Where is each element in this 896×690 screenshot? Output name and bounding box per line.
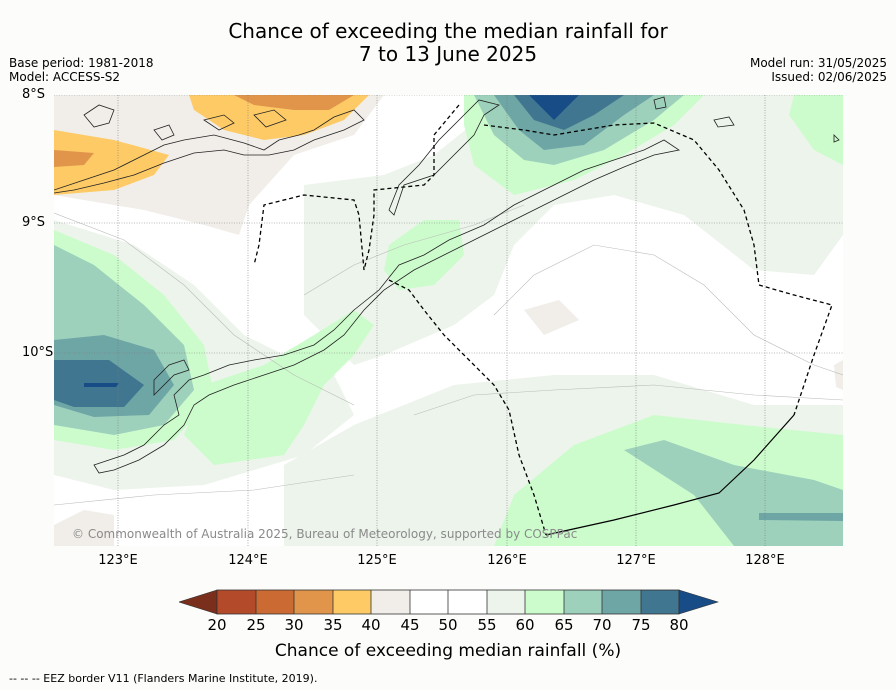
colorbar-tick-75: 75 [631, 616, 651, 634]
coastlines [54, 96, 840, 474]
lon-label-123e: 123°E [98, 553, 138, 568]
zone-60-65-ne [789, 95, 843, 165]
issued-date: Issued: 02/06/2025 [771, 70, 887, 84]
zone-30-35-west [54, 150, 94, 167]
zone-40-45-east [834, 360, 843, 390]
zone-80-north [529, 95, 579, 120]
lon-label-128e: 128°E [745, 553, 785, 568]
eez-border-solid [545, 414, 795, 536]
colorbar-bin-35-40 [333, 590, 371, 614]
colorbar-tick-40: 40 [361, 616, 381, 634]
colorbar-bin-20-25 [217, 590, 256, 614]
colorbar-bin-25-30 [256, 590, 294, 614]
colorbar-bin-75-80 [641, 590, 679, 614]
copyright-notice: © Commonwealth of Australia 2025, Bureau… [72, 527, 578, 541]
eez-border [253, 104, 833, 536]
model-name: Model: ACCESS-S2 [9, 70, 121, 84]
colorbar-tick-70: 70 [592, 616, 612, 634]
lat-label-9s: 9°S [22, 215, 46, 230]
colorbar-over-arrow [678, 589, 719, 615]
colorbar-bin-70-75 [602, 590, 641, 614]
colorbar-bin-60-65 [525, 590, 564, 614]
base-period: Base period: 1981-2018 [9, 56, 154, 70]
eez-legend-note: -- -- -- EEZ border V11 (Flanders Marine… [9, 672, 318, 685]
zone-80-west [84, 383, 119, 387]
colorbar-bin-55-60 [487, 590, 525, 614]
grid-lines [54, 95, 843, 546]
contour-lines [54, 204, 843, 506]
lat-label-8s: 8°S [22, 87, 46, 102]
meta-right: Model run: 31/05/2025 Issued: 02/06/2025 [750, 56, 887, 84]
colorbar [179, 589, 719, 615]
colorbar-bin-50-55 [448, 590, 487, 614]
colorbar-tick-35: 35 [323, 616, 343, 634]
zone-40-45-sw [54, 510, 114, 546]
colorbar-bin-40-45 [371, 590, 410, 614]
zone-55-60-central [304, 95, 843, 365]
zone-60-65-timor [184, 310, 374, 465]
lon-label-124e: 124°E [228, 553, 268, 568]
zone-70-75-south [759, 513, 843, 521]
meta-left: Base period: 1981-2018 Model: ACCESS-S2 [9, 56, 154, 84]
lon-label-126e: 126°E [487, 553, 527, 568]
model-run: Model run: 31/05/2025 [749, 56, 887, 70]
lon-label-127e: 127°E [616, 553, 656, 568]
colorbar-under-arrow [179, 589, 218, 615]
colorbar-tick-20: 20 [207, 616, 227, 634]
colorbar-tick-25: 25 [246, 616, 266, 634]
colorbar-bin-65-70 [564, 590, 602, 614]
zone-35-40-west [54, 130, 169, 195]
colorbar-tick-80: 80 [669, 616, 689, 634]
zone-40-45-mid [524, 300, 579, 335]
colorbar-tick-60: 60 [515, 616, 535, 634]
colorbar-bin-30-35 [294, 590, 333, 614]
map-title: Chance of exceeding the median rainfall … [0, 20, 896, 66]
map-canvas [54, 95, 843, 546]
colorbar-label: Chance of exceeding median rainfall (%) [274, 641, 622, 661]
zone-30-35-north [234, 95, 354, 110]
lon-label-125e: 125°E [357, 553, 397, 568]
colorbar-tick-45: 45 [400, 616, 420, 634]
colorbar-dividers [216, 589, 680, 615]
colorbar-tick-55: 55 [477, 616, 497, 634]
title-line-1: Chance of exceeding the median rainfall … [228, 19, 668, 43]
title-line-2: 7 to 13 June 2025 [358, 42, 538, 66]
lat-label-10s: 10°S [22, 345, 54, 360]
colorbar-tick-65: 65 [554, 616, 574, 634]
rainfall-map [54, 95, 843, 546]
colorbar-tick-30: 30 [284, 616, 304, 634]
colorbar-bin-45-50 [410, 590, 448, 614]
colorbar-tick-50: 50 [438, 616, 458, 634]
